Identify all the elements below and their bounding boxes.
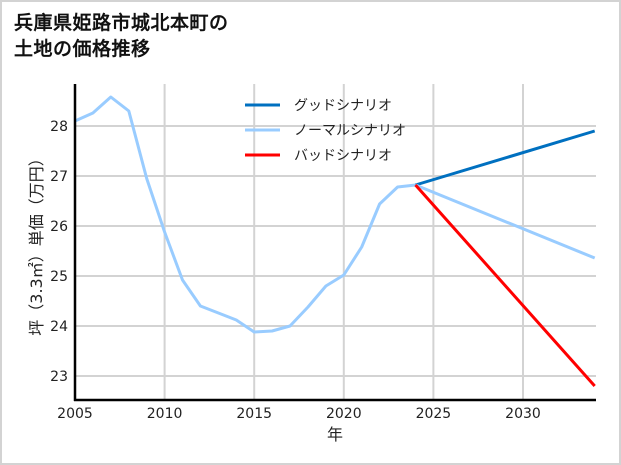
y-axis-label: 坪（3.3㎡）単価（万円） <box>27 150 46 335</box>
grid-lines <box>74 84 596 400</box>
legend-label: グッドシナリオ <box>294 98 392 114</box>
x-tick-label: 2020 <box>326 406 362 422</box>
x-tick-label: 2030 <box>505 406 541 422</box>
y-tick-label: 26 <box>50 219 68 235</box>
legend-label: バッドシナリオ <box>294 148 392 164</box>
x-tick-label: 2010 <box>147 406 183 422</box>
y-tick-label: 25 <box>50 269 68 285</box>
x-tick-label: 2015 <box>236 406 272 422</box>
chart-title: 兵庫県姫路市城北本町の 土地の価格推移 <box>14 10 229 62</box>
series-line <box>415 129 596 187</box>
x-tick-label: 2005 <box>57 406 93 422</box>
y-tick-label: 23 <box>50 369 68 385</box>
series-line <box>414 183 596 260</box>
tick-labels: 2005 2010 2015 2020 2025 2030 23 24 25 26 27 28 <box>50 119 541 422</box>
series-line <box>414 184 596 387</box>
y-tick-label: 27 <box>50 169 68 185</box>
legend-label: ノーマルシナリオ <box>294 123 406 139</box>
y-tick-label: 28 <box>50 119 68 135</box>
x-tick-label: 2025 <box>416 406 452 422</box>
data-series <box>74 95 596 387</box>
chart-title-line-2: 土地の価格推移 <box>14 38 151 60</box>
axes <box>73 84 596 402</box>
series-line <box>74 95 416 334</box>
chart-title-line-1: 兵庫県姫路市城北本町の <box>14 12 229 34</box>
y-tick-label: 24 <box>50 319 68 335</box>
x-axis-label: 年 <box>327 425 343 444</box>
